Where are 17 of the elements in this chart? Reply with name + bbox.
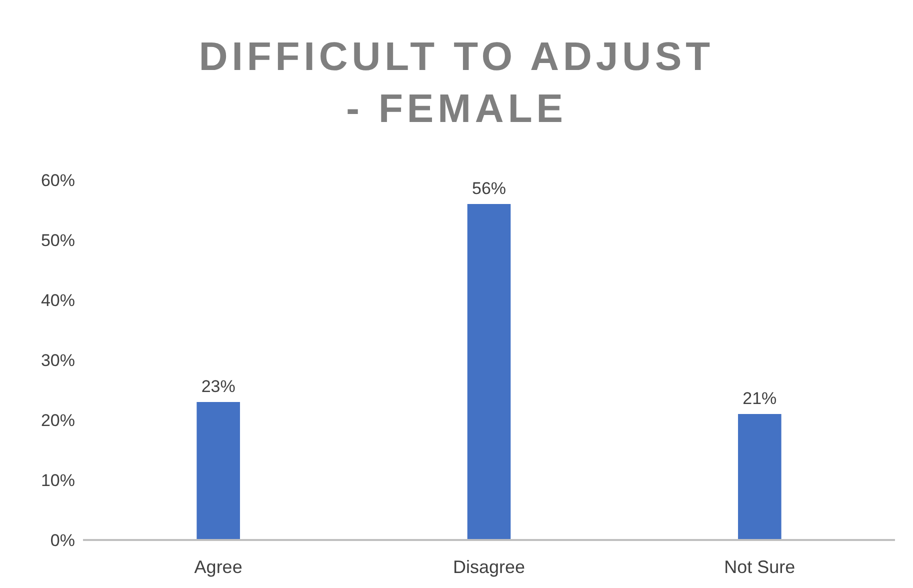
bar <box>467 204 511 540</box>
y-tick-label: 10% <box>40 471 75 490</box>
y-tick-label: 40% <box>40 291 75 310</box>
data-label: 56% <box>472 179 506 198</box>
x-tick-label: Not Sure <box>724 556 796 577</box>
x-tick-label: Agree <box>194 556 242 577</box>
x-tick-label: Disagree <box>452 556 526 577</box>
chart-title: DIFFICULT TO ADJUST - FEMALE <box>198 34 716 133</box>
data-label: 21% <box>742 389 777 408</box>
bar <box>196 402 240 540</box>
data-label: 23% <box>201 377 236 396</box>
y-tick-label: 20% <box>40 411 75 430</box>
y-tick-label: 30% <box>40 351 75 370</box>
y-tick-label: 0% <box>50 531 75 550</box>
y-tick-label: 60% <box>40 171 75 190</box>
bar <box>738 414 782 540</box>
y-tick-label: 50% <box>40 231 75 250</box>
